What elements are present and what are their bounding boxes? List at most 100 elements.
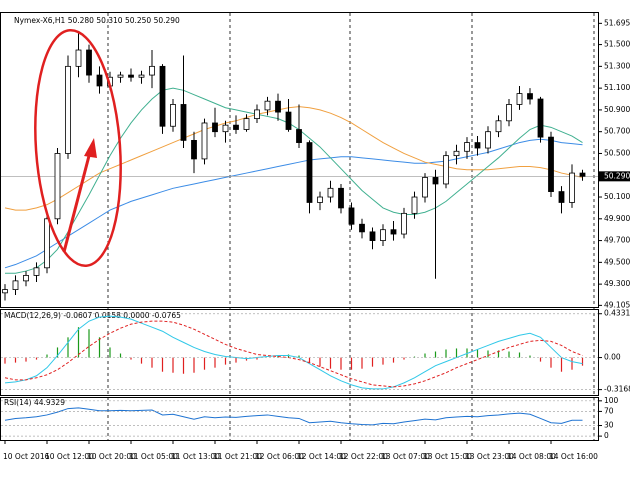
candle-body [243,118,250,130]
indicator-line [4,138,583,269]
y-tick-label: -0.3168 [604,385,630,394]
x-tick-label: 10 Oct 20:00 [87,452,136,461]
candle-body [443,155,449,185]
candle-body [222,124,229,133]
price-panel [0,12,599,308]
candle-body [180,104,187,141]
candle-body [537,98,544,138]
candle-body [495,120,502,133]
candle-body [516,93,523,105]
x-tick-label: 12 Oct 14:00 [297,452,346,461]
arrow-shaft [62,151,92,253]
x-tick-label: 12 Oct 06:00 [255,452,304,461]
x-tick-label: 14 Oct 16:00 [549,452,598,461]
x-tick-label: 11 Oct 21:00 [213,452,262,461]
y-tick-label: 0.4331 [604,309,630,318]
candle-body [464,142,470,152]
y-tick-label: 51.300 [604,61,630,70]
candle-body [569,172,575,203]
candle-body [296,129,302,143]
candle-body [338,187,344,209]
macd-panel [0,309,599,396]
y-tick-label: 70 [604,406,614,415]
candle-body [380,229,386,241]
candle-body [159,65,166,127]
y-tick-label: 50.100 [604,192,630,201]
candle-body [506,104,512,122]
y-tick-label: 51.500 [604,40,630,49]
x-tick-label: 11 Oct 13:00 [171,452,220,461]
candle-body [411,196,418,214]
last-price-label: 50.290 [604,171,630,180]
candle-body [453,150,460,157]
chart-title: Nymex-X6,H1 50.280 50.310 50.250 50.290 [14,16,180,25]
y-tick-label: 49.700 [604,236,630,245]
candle-body [527,93,533,100]
candle-body [401,212,407,235]
candle-body [117,74,124,78]
y-tick-label: 49.105 [604,300,630,309]
candle-body [33,267,40,276]
candle-body [548,136,554,192]
candle-body [65,65,71,154]
y-tick-label: 50.700 [604,127,630,136]
candle-body [432,177,439,185]
candle-body [327,187,334,198]
candle-body [96,74,103,87]
highlight-ellipse [34,29,122,267]
x-tick-label: 13 Oct 23:00 [465,452,514,461]
candle-body [201,122,208,160]
x-tick-label: 13 Oct 07:00 [381,452,430,461]
annotation [34,29,122,267]
y-tick-label: 49.500 [604,257,630,266]
candle-body [579,172,586,177]
plot-layer: 51.695 51.500 51.300 51.100 50.900 50.700 50.5… [1,18,630,461]
candle-body [75,49,82,67]
arrow-head [84,138,97,158]
candle-body [359,223,365,233]
y-tick-label: 49.900 [604,214,630,223]
candle-body [23,275,29,282]
y-tick-label: 100 [604,396,619,405]
indicator-line [4,320,583,388]
candle-body [128,74,134,78]
candle-body [54,153,61,220]
y-tick-label: 0 [604,431,609,440]
candle-body [474,142,481,149]
indicator-line [5,87,583,274]
y-tick-label: 51.695 [604,18,630,27]
candle-body [558,191,565,203]
candle-body [2,289,8,294]
candle-body [233,124,239,130]
candle-body [254,109,260,120]
x-tick-label: 14 Oct 08:00 [507,452,556,461]
candle-body [317,196,323,203]
day-separators [107,13,595,440]
candle-body [285,111,292,130]
candle-body [12,280,19,290]
indicator-line [4,407,583,426]
candle-body [275,100,281,113]
candle-body [369,231,376,241]
indicator-line [4,315,583,390]
candle-body [485,131,491,149]
x-tick-label: 10 Oct 12:00 [45,452,94,461]
candle-body [348,207,355,225]
y-tick-label: 0.00 [604,353,621,362]
y-tick-label: 30 [604,421,614,430]
y-tick-label: 49.300 [604,279,630,288]
x-tick-label: 13 Oct 15:00 [423,452,472,461]
x-tick-label: 11 Oct 05:00 [129,452,178,461]
candle-body [149,65,155,76]
x-tick-label: 10 Oct 2016 [3,452,50,461]
candle-body [191,139,197,160]
candle-body [264,100,271,111]
candle-body [138,74,145,78]
candle-body [422,177,428,198]
macd-title: MACD(12,26,9) -0.0607 0.0158 0.0000 -0.0… [4,311,181,320]
candle-body [44,218,50,269]
y-tick-label: 51.100 [604,83,630,92]
candle-body [306,142,313,203]
candle-body [170,104,176,127]
